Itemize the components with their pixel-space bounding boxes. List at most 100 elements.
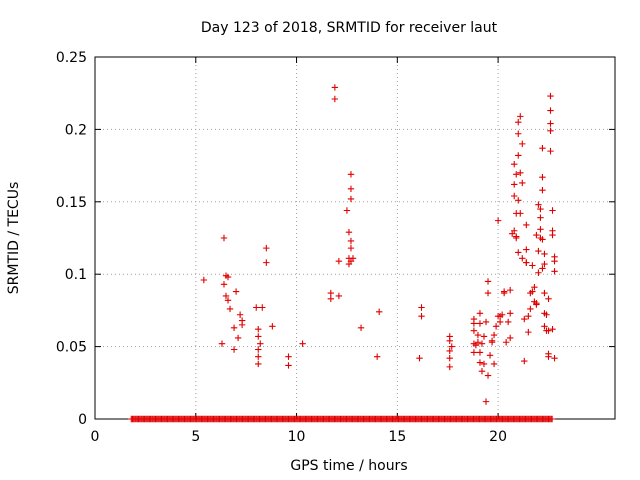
data-point xyxy=(504,318,512,326)
data-point xyxy=(535,247,542,255)
data-point xyxy=(259,304,266,311)
data-point xyxy=(285,362,292,369)
data-point xyxy=(517,210,524,217)
data-point xyxy=(523,221,530,229)
data-point xyxy=(230,346,238,353)
data-point xyxy=(539,236,546,243)
data-point xyxy=(551,354,558,362)
data-point xyxy=(527,305,534,313)
data-point xyxy=(529,288,536,295)
data-point xyxy=(331,84,339,91)
data-point xyxy=(335,257,343,265)
data-point xyxy=(482,398,490,405)
data-point xyxy=(347,171,355,178)
data-point xyxy=(476,349,484,356)
data-point xyxy=(224,297,232,304)
data-point xyxy=(511,192,518,200)
x-tick-label: 10 xyxy=(288,429,306,445)
data-point xyxy=(511,160,518,168)
data-point xyxy=(545,295,552,303)
data-point xyxy=(220,281,228,288)
baseline-point xyxy=(548,415,556,423)
data-point xyxy=(547,92,554,100)
x-tick-label: 0 xyxy=(91,429,100,445)
data-point xyxy=(232,288,240,295)
plot-area-frame xyxy=(94,56,616,420)
data-point xyxy=(347,195,355,203)
data-point xyxy=(492,323,500,330)
chart-title: Day 123 of 2018, SRMTID for receiver lau… xyxy=(201,20,498,36)
y-tick-label: 0.05 xyxy=(56,340,87,356)
data-point xyxy=(331,95,339,103)
data-point xyxy=(484,372,492,379)
data-point xyxy=(490,331,498,339)
data-point xyxy=(511,227,518,234)
data-point xyxy=(226,305,234,313)
data-point xyxy=(506,310,514,317)
data-point xyxy=(234,334,242,342)
data-point xyxy=(255,333,262,340)
data-point xyxy=(547,120,554,127)
data-point xyxy=(345,229,353,236)
data-point xyxy=(545,327,552,334)
data-point xyxy=(349,255,357,262)
data-point xyxy=(543,311,550,318)
x-axis-label: GPS time / hours xyxy=(290,458,407,474)
data-point xyxy=(476,320,484,327)
data-point xyxy=(515,197,522,204)
data-points xyxy=(200,84,558,405)
x-tick-label: 20 xyxy=(489,429,507,445)
data-point xyxy=(343,207,351,214)
y-axis-ticks: 0 0.05 0.1 0.15 0.2 0.25 xyxy=(56,50,615,428)
data-point xyxy=(539,265,546,272)
data-point xyxy=(513,171,520,178)
data-point xyxy=(531,284,538,291)
data-point xyxy=(446,363,453,371)
data-point xyxy=(521,315,528,323)
y-tick-label: 0.1 xyxy=(65,267,87,283)
data-point xyxy=(478,340,486,347)
data-point xyxy=(537,226,544,233)
data-point xyxy=(515,152,522,159)
data-point xyxy=(255,326,262,333)
data-point xyxy=(470,349,478,356)
data-point xyxy=(476,310,484,317)
data-point xyxy=(525,312,532,320)
data-point xyxy=(238,317,246,324)
data-point xyxy=(537,214,544,221)
data-point xyxy=(511,181,518,188)
y-axis-label: SRMTID / TECUs xyxy=(6,182,22,295)
x-tick-label: 5 xyxy=(191,429,200,445)
data-point xyxy=(347,185,355,192)
zero-baseline-points xyxy=(128,415,556,423)
data-point xyxy=(539,187,546,194)
data-point xyxy=(373,353,381,360)
data-point xyxy=(418,304,425,311)
data-point xyxy=(537,205,544,213)
data-point xyxy=(488,337,496,345)
data-point xyxy=(513,233,520,240)
data-point xyxy=(498,311,506,318)
data-point xyxy=(525,328,532,336)
data-point xyxy=(515,130,522,137)
data-point xyxy=(335,292,343,300)
data-point xyxy=(446,354,453,362)
data-point xyxy=(357,324,365,331)
data-point xyxy=(482,318,490,326)
data-point xyxy=(541,260,548,268)
data-point xyxy=(299,340,306,347)
data-point xyxy=(529,262,536,269)
data-point xyxy=(535,201,542,208)
data-point xyxy=(327,289,335,297)
data-point xyxy=(255,353,262,360)
data-point xyxy=(446,337,453,345)
data-point xyxy=(486,352,494,359)
data-point xyxy=(448,343,455,350)
data-point xyxy=(474,331,482,339)
data-point xyxy=(480,333,488,340)
data-point xyxy=(255,346,262,353)
data-point xyxy=(484,289,492,297)
data-point xyxy=(521,357,528,365)
data-point xyxy=(230,324,238,331)
data-point xyxy=(539,173,546,181)
